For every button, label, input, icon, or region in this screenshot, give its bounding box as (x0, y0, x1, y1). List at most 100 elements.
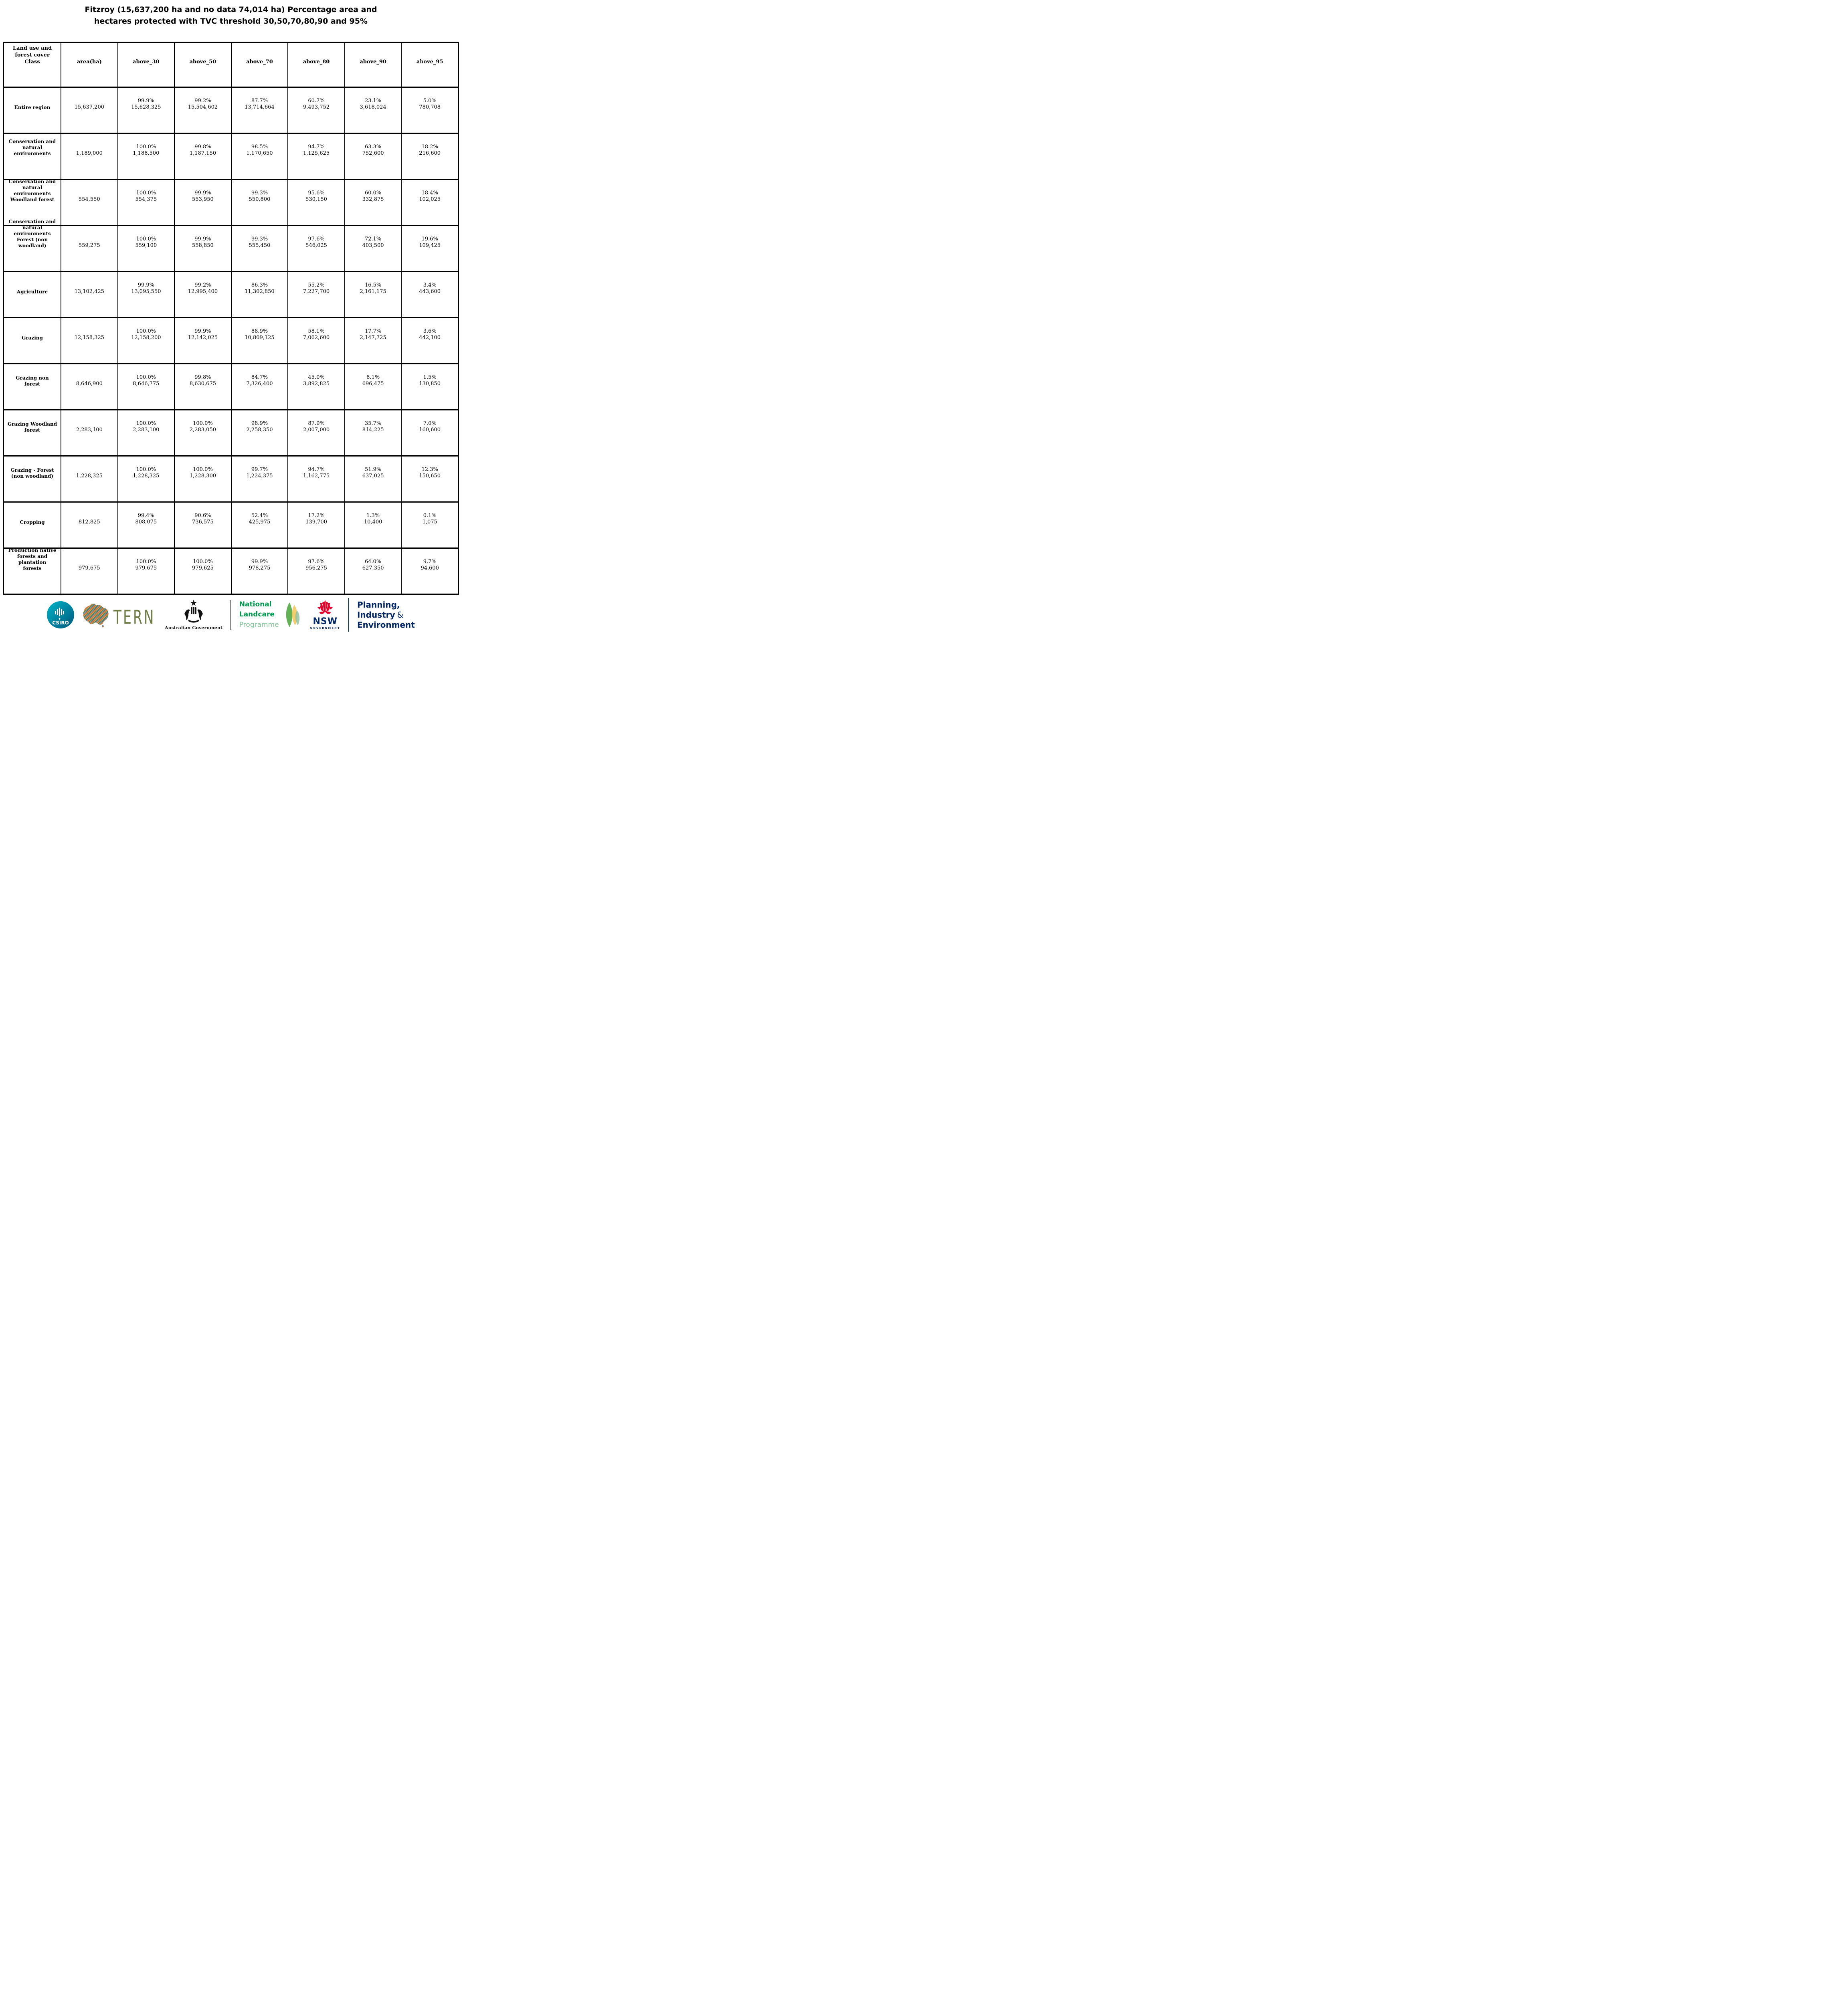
value-cell: 97.6% 956,275 (287, 547, 344, 594)
column-header: above_30 (117, 43, 174, 87)
page-title-line2: hectares protected with TVC threshold 30… (94, 16, 368, 26)
value-cell: 99.7% 1,224,375 (230, 455, 288, 501)
value-cell: 99.9% 15,628,325 (117, 87, 174, 133)
value-cell: 100.0% 2,283,050 (174, 409, 231, 455)
value-cell: 99.3% 550,800 (230, 179, 288, 225)
value-cell: 16.5% 2,161,175 (344, 271, 401, 317)
column-header: above_95 (401, 43, 458, 87)
class-cell-text: Conservation and natural environments Woodl… (8, 179, 56, 202)
australian-government-logo: Australian Government (165, 599, 222, 630)
csiro-logo: CSIRO (47, 601, 75, 628)
area-cell: 812,825 (61, 501, 117, 547)
value-cell: 99.8% 1,187,150 (174, 133, 231, 179)
class-cell-text: Grazing Woodland forest (7, 421, 57, 433)
tern-logo: TERN (82, 602, 157, 628)
value-cell: 9.7% 94,600 (401, 547, 458, 594)
page-title: Fitzroy (15,637,200 ha and no data 74,01… (0, 4, 462, 27)
class-cell-text: Grazing (22, 335, 43, 341)
value-cell: 45.0% 3,892,825 (287, 363, 344, 409)
value-cell: 64.0% 627,350 (344, 547, 401, 594)
csiro-icon: CSIRO (47, 601, 75, 628)
column-header: Land use and forest cover Class (4, 43, 61, 87)
column-header-text: area(ha) (77, 59, 102, 65)
column-header-text: above_70 (246, 59, 273, 65)
value-cell: 87.7% 13,714,664 (230, 87, 288, 133)
value-cell: 99.9% 558,850 (174, 225, 231, 271)
value-cell: 1.3% 10,400 (344, 501, 401, 547)
planning-industry-environment-label: Planning, Industry & Environment (357, 600, 415, 630)
value-cell: 35.7% 814,225 (344, 409, 401, 455)
value-cell: 99.9% 553,950 (174, 179, 231, 225)
class-cell-text: Conservation and natural environments (8, 139, 56, 156)
logo-strip: CSIRO TERN (0, 598, 462, 632)
value-cell: 88.9% 10,809,125 (230, 317, 288, 363)
csiro-label: CSIRO (52, 620, 69, 626)
value-cell: 95.6% 530,150 (287, 179, 344, 225)
column-header-text: above_95 (416, 59, 443, 65)
value-cell: 12.3% 150,650 (401, 455, 458, 501)
value-cell: 7.0% 160,600 (401, 409, 458, 455)
area-cell: 15,637,200 (61, 87, 117, 133)
value-cell: 100.0% 1,228,300 (174, 455, 231, 501)
tern-label: TERN (113, 606, 155, 628)
nsw-government-label: GOVERNMENT (310, 626, 340, 630)
column-header: above_90 (344, 43, 401, 87)
class-cell: Grazing non forest (4, 363, 61, 409)
waratah-icon (317, 600, 333, 614)
data-table: Land use and forest cover Class area(ha) abo… (3, 42, 459, 595)
class-cell: Grazing Woodland forest (4, 409, 61, 455)
value-cell: 17.7% 2,147,725 (344, 317, 401, 363)
area-cell: 2,283,100 (61, 409, 117, 455)
class-cell: Grazing (4, 317, 61, 363)
value-cell: 5.0% 780,708 (401, 87, 458, 133)
value-cell: 97.6% 546,025 (287, 225, 344, 271)
value-cell: 90.6% 736,575 (174, 501, 231, 547)
value-cell: 72.1% 403,500 (344, 225, 401, 271)
column-header: area(ha) (61, 43, 117, 87)
nsw-label: NSW (313, 616, 338, 626)
page-title-line1: Fitzroy (15,637,200 ha and no data 74,01… (85, 5, 377, 14)
value-cell: 99.2% 12,995,400 (174, 271, 231, 317)
value-cell: 8.1% 696,475 (344, 363, 401, 409)
value-cell: 84.7% 7,326,400 (230, 363, 288, 409)
class-cell: Production native forests and plantation fo… (4, 547, 61, 594)
landcare-divider (230, 600, 231, 630)
class-cell-text: Production native forests and plantation fo… (8, 547, 57, 571)
value-cell: 60.7% 9,493,752 (287, 87, 344, 133)
value-cell: 99.9% 12,142,025 (174, 317, 231, 363)
value-cell: 19.6% 109,425 (401, 225, 458, 271)
value-cell: 99.9% 978,275 (230, 547, 288, 594)
value-cell: 18.2% 216,600 (401, 133, 458, 179)
area-cell: 1,189,000 (61, 133, 117, 179)
value-cell: 100.0% 559,100 (117, 225, 174, 271)
value-cell: 87.9% 2,007,000 (287, 409, 344, 455)
class-cell: Entire region (4, 87, 61, 133)
value-cell: 98.9% 2,258,350 (230, 409, 288, 455)
value-cell: 100.0% 2,283,100 (117, 409, 174, 455)
value-cell: 99.9% 13,095,550 (117, 271, 174, 317)
value-cell: 0.1% 1,075 (401, 501, 458, 547)
national-landcare-label: National Landcare Programme (239, 600, 279, 629)
class-cell: Cropping (4, 501, 61, 547)
value-cell: 100.0% 8,646,775 (117, 363, 174, 409)
value-cell: 99.4% 808,075 (117, 501, 174, 547)
australian-government-label: Australian Government (165, 625, 222, 630)
value-cell: 100.0% 979,675 (117, 547, 174, 594)
value-cell: 60.0% 332,875 (344, 179, 401, 225)
value-cell: 52.4% 425,975 (230, 501, 288, 547)
nsw-divider (348, 598, 349, 632)
value-cell: 3.4% 443,600 (401, 271, 458, 317)
value-cell: 99.3% 555,450 (230, 225, 288, 271)
area-cell: 1,228,325 (61, 455, 117, 501)
value-cell: 58.1% 7,062,600 (287, 317, 344, 363)
value-cell: 1.5% 130,850 (401, 363, 458, 409)
class-cell: Conservation and natural environments Fores… (4, 219, 61, 271)
value-cell: 98.5% 1,170,650 (230, 133, 288, 179)
class-cell-text: Cropping (20, 519, 45, 525)
area-cell: 559,275 (61, 225, 117, 271)
column-header: above_80 (287, 43, 344, 87)
area-cell: 554,550 (61, 179, 117, 225)
column-header: above_70 (230, 43, 288, 87)
class-cell-text: Grazing - Forest (non woodland) (10, 467, 54, 479)
column-header-text: above_80 (303, 59, 330, 65)
